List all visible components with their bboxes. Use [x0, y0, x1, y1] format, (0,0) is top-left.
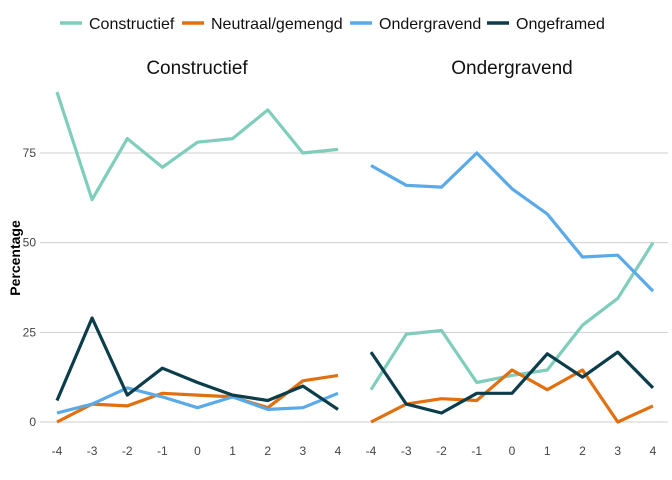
x-tick-label-0-3: -1: [157, 444, 168, 458]
chart-panels: Constructief -4 -3 -2 -1 0 1 2 3 4 Ondergravend -4 -…: [23, 58, 668, 458]
series-line-0-0: [55, 91, 339, 202]
x-tick-label-0-0: -4: [52, 444, 63, 458]
x-tick-label-0-2: -2: [122, 444, 133, 458]
series-line-1-3: [369, 350, 655, 415]
legend-label-0: Constructief: [89, 16, 175, 33]
x-tick-label-1-3: -1: [471, 444, 482, 458]
legend-label-2: Ondergravend: [379, 16, 481, 33]
panel-title-0: Constructief: [146, 58, 248, 79]
panel-1: Ondergravend -4 -3 -2 -1 0 1 2 3 4: [355, 58, 668, 458]
x-tick-label-1-2: -2: [436, 444, 447, 458]
x-tick-label-1-5: 1: [544, 444, 551, 458]
panel-title-1: Ondergravend: [451, 58, 572, 79]
x-tick-label-0-6: 2: [264, 444, 271, 458]
x-tick-label-1-7: 3: [614, 444, 621, 458]
y-axis-title: Percentage: [7, 220, 23, 296]
x-tick-label-1-0: -4: [366, 444, 377, 458]
legend: Constructief Neutraal/gemengd Ondergravend…: [60, 16, 605, 33]
panel-0: Constructief -4 -3 -2 -1 0 1 2 3 4: [40, 58, 355, 458]
x-tick-label-1-6: 2: [579, 444, 586, 458]
x-tick-label-0-4: 0: [194, 444, 201, 458]
series-line-1-2: [370, 151, 655, 293]
series-line-1-0: [369, 241, 655, 391]
y-tick-label-0: 0: [29, 415, 36, 429]
series-line-0-2: [56, 386, 339, 415]
x-tick-label-1-4: 0: [509, 444, 516, 458]
y-tick-label-2: 50: [23, 236, 37, 250]
x-tick-label-1-8: 4: [650, 444, 657, 458]
legend-label-1: Neutraal/gemengd: [211, 16, 343, 33]
series-line-1-1: [370, 368, 654, 424]
x-tick-label-0-7: 3: [300, 444, 307, 458]
series-line-0-3: [55, 316, 339, 411]
legend-label-3: Ongeframed: [516, 16, 605, 33]
x-tick-label-1-1: -3: [401, 444, 412, 458]
x-tick-label-0-8: 4: [335, 444, 342, 458]
y-tick-label-1: 25: [23, 325, 37, 339]
x-tick-label-0-1: -3: [87, 444, 98, 458]
x-tick-label-0-5: 1: [229, 444, 236, 458]
y-tick-label-3: 75: [23, 146, 37, 160]
